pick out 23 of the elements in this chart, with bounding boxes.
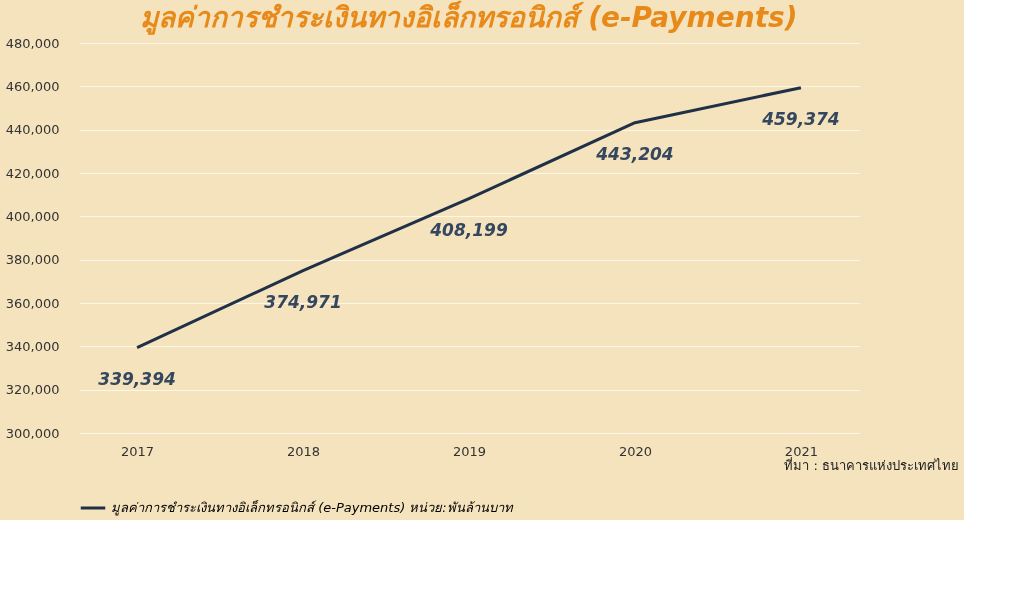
y-tick-label: 400,000 xyxy=(5,208,60,224)
x-tick-label: 2021 xyxy=(784,443,818,459)
x-tick-label: 2017 xyxy=(121,443,155,459)
x-tick-label: 2018 xyxy=(287,443,321,459)
data-label: 408,199 xyxy=(429,219,508,240)
data-label: 459,374 xyxy=(761,108,840,129)
y-tick-label: 440,000 xyxy=(5,122,60,138)
y-tick-label: 320,000 xyxy=(5,382,60,398)
chart-title: มูลค่าการชำระเงินทางอิเล็กทรอนิกส์ (e-Payments) xyxy=(140,0,798,35)
x-tick-label: 2020 xyxy=(618,443,652,459)
y-tick-label: 420,000 xyxy=(5,165,60,181)
y-tick-label: 460,000 xyxy=(5,78,60,94)
y-tick-label: 300,000 xyxy=(5,425,60,441)
data-label: 374,971 xyxy=(264,291,342,312)
legend-label: มูลค่าการชำระเงินทางอิเล็กทรอนิกส์ (e-Payments) หน่วย:พันล้านบาท xyxy=(111,499,514,516)
y-tick-label: 380,000 xyxy=(5,252,60,268)
data-label: 443,204 xyxy=(595,143,674,164)
y-tick-label: 360,000 xyxy=(5,295,60,311)
x-tick-label: 2019 xyxy=(452,443,487,459)
data-label: 339,394 xyxy=(98,368,176,389)
text: ที่มา : ธนาคารแห่งประเทศไทย xyxy=(784,457,959,473)
y-tick-label: 480,000 xyxy=(5,35,60,51)
y-tick-label: 340,000 xyxy=(5,338,60,354)
